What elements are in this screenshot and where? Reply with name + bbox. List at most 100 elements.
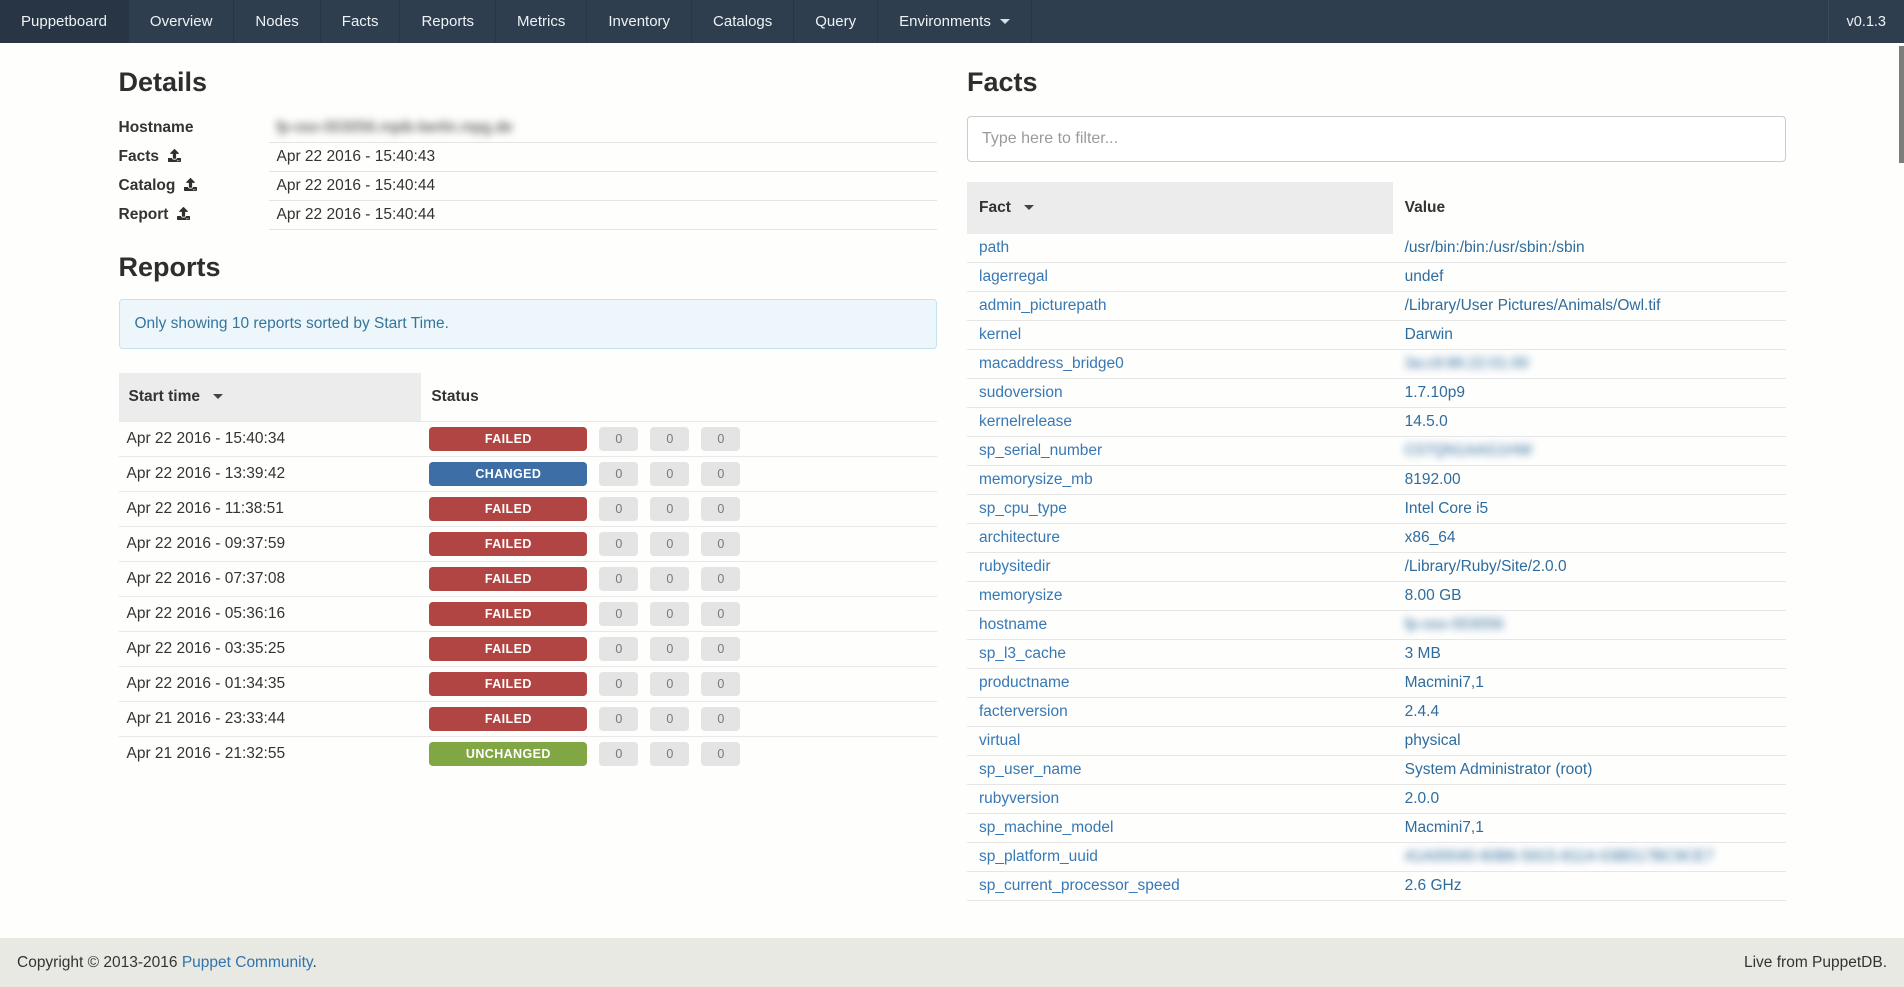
fact-row: sp_platform_uuid 41A00040-60B6-5915-8114… [967,843,1786,872]
report-start-time: Apr 22 2016 - 05:36:16 [119,597,422,632]
footer: Copyright © 2013-2016 Puppet Community. … [0,938,1904,987]
right-column: Facts Fact Value path /usr/bin:/bin:/usr… [952,55,1801,901]
fact-name-link[interactable]: sudoversion [979,384,1063,401]
nav-item-query[interactable]: Query [794,0,878,43]
fact-value: System Administrator (root) [1405,761,1593,778]
fact-value: Macmini7,1 [1405,819,1484,836]
report-count-badge: 0 [599,637,638,661]
fact-name-link[interactable]: sp_user_name [979,761,1082,778]
report-status-badge[interactable]: FAILED [429,707,587,731]
report-status-cell: FAILED 0 0 0 [429,637,927,661]
fact-name-link[interactable]: memorysize [979,587,1063,604]
fact-name-link[interactable]: kernelrelease [979,413,1072,430]
nav-spacer [1032,0,1828,43]
fact-name-link[interactable]: sp_platform_uuid [979,848,1098,865]
report-status-badge[interactable]: FAILED [429,427,587,451]
report-count-badge: 0 [701,672,740,696]
nav-item-overview[interactable]: Overview [129,0,235,43]
fact-name-link[interactable]: admin_picturepath [979,297,1107,314]
facts-filter-input[interactable] [967,116,1786,162]
report-count-badge: 0 [650,637,689,661]
report-status-badge[interactable]: FAILED [429,532,587,556]
reports-column-start-time[interactable]: Start time [119,373,422,422]
report-start-time: Apr 22 2016 - 15:40:34 [119,422,422,457]
report-count-badge: 0 [599,707,638,731]
fact-name-link[interactable]: rubysitedir [979,558,1051,575]
report-status-badge[interactable]: FAILED [429,567,587,591]
puppet-community-link[interactable]: Puppet Community [182,954,313,971]
fact-row: lagerregal undef [967,263,1786,292]
nav-item-inventory[interactable]: Inventory [587,0,692,43]
nav-item-metrics[interactable]: Metrics [496,0,587,43]
report-start-time: Apr 22 2016 - 01:34:35 [119,667,422,702]
report-row: Apr 22 2016 - 11:38:51 FAILED 0 0 0 [119,492,938,527]
fact-value: 2.6 GHz [1405,877,1462,894]
upload-icon[interactable] [184,178,197,196]
nav-item-reports[interactable]: Reports [400,0,496,43]
fact-row: sp_user_name System Administrator (root) [967,756,1786,785]
fact-name-link[interactable]: productname [979,674,1069,691]
fact-name-link[interactable]: sp_l3_cache [979,645,1066,662]
fact-name-link[interactable]: sp_cpu_type [979,500,1067,517]
fact-value: fp-osx-003056 [1405,616,1504,633]
report-status-cell: FAILED 0 0 0 [429,707,927,731]
main-container: Details Hostname fp-osx-003056.mpib-berl… [104,43,1801,901]
report-count-badge: 0 [701,427,740,451]
report-start-time: Apr 22 2016 - 11:38:51 [119,492,422,527]
sort-caret-icon [213,394,223,399]
nav-item-catalogs[interactable]: Catalogs [692,0,794,43]
nav-environments-label: Environments [899,13,991,30]
reports-column-status[interactable]: Status [421,373,937,422]
report-status-badge[interactable]: UNCHANGED [429,742,587,766]
fact-name-link[interactable]: sp_machine_model [979,819,1113,836]
report-status-badge[interactable]: FAILED [429,672,587,696]
footer-copyright: Copyright © 2013-2016 Puppet Community. [17,954,317,972]
fact-value: /Library/Ruby/Site/2.0.0 [1405,558,1567,575]
details-title: Details [119,67,938,98]
nav-item-facts[interactable]: Facts [321,0,401,43]
report-status-badge[interactable]: FAILED [429,637,587,661]
fact-row: admin_picturepath /Library/User Pictures… [967,292,1786,321]
report-row: Apr 22 2016 - 09:37:59 FAILED 0 0 0 [119,527,938,562]
details-row-value: Apr 22 2016 - 15:40:44 [277,177,436,194]
facts-column-fact[interactable]: Fact [967,182,1393,234]
fact-name-link[interactable]: sp_serial_number [979,442,1102,459]
reports-title: Reports [119,252,938,283]
fact-value: Intel Core i5 [1405,500,1489,517]
fact-name-link[interactable]: memorysize_mb [979,471,1093,488]
report-status-cell: FAILED 0 0 0 [429,497,927,521]
vertical-scrollbar[interactable] [1899,46,1904,163]
report-count-badge: 0 [650,462,689,486]
report-count-badge: 0 [650,497,689,521]
fact-name-link[interactable]: kernel [979,326,1021,343]
nav-item-environments[interactable]: Environments [878,0,1032,43]
report-count-badge: 0 [701,567,740,591]
nav-item-nodes[interactable]: Nodes [234,0,320,43]
nav-main: OverviewNodesFactsReportsMetricsInventor… [129,0,878,43]
fact-row: kernelrelease 14.5.0 [967,408,1786,437]
report-start-time: Apr 21 2016 - 21:32:55 [119,737,422,772]
facts-column-value[interactable]: Value [1393,182,1786,234]
fact-name-link[interactable]: path [979,239,1009,256]
report-status-badge[interactable]: CHANGED [429,462,587,486]
details-row-label: Catalog [119,177,176,194]
report-count-badge: 0 [599,672,638,696]
fact-name-link[interactable]: architecture [979,529,1060,546]
fact-name-link[interactable]: rubyversion [979,790,1059,807]
fact-name-link[interactable]: facterversion [979,703,1068,720]
fact-value: 2.0.0 [1405,790,1439,807]
reports-notice: Only showing 10 reports sorted by Start … [119,299,938,349]
fact-name-link[interactable]: sp_current_processor_speed [979,877,1180,894]
report-status-badge[interactable]: FAILED [429,497,587,521]
fact-name-link[interactable]: macaddress_bridge0 [979,355,1124,372]
fact-value: 8192.00 [1405,471,1461,488]
report-status-badge[interactable]: FAILED [429,602,587,626]
fact-name-link[interactable]: hostname [979,616,1047,633]
fact-value: 8.00 GB [1405,587,1462,604]
sort-caret-icon [1024,205,1034,210]
fact-name-link[interactable]: virtual [979,732,1020,749]
navbar-brand[interactable]: Puppetboard [0,0,129,43]
upload-icon[interactable] [177,207,190,225]
upload-icon[interactable] [168,149,181,167]
fact-name-link[interactable]: lagerregal [979,268,1048,285]
